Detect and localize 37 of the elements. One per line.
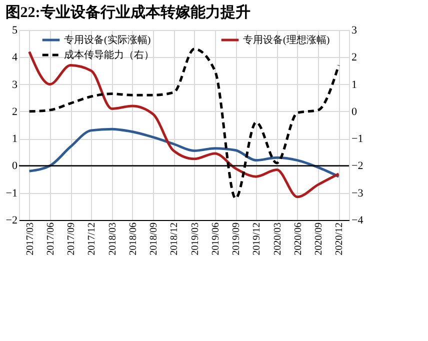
legend-label: 专用设备(理想涨幅): [243, 34, 330, 46]
y2-tick-label: −3: [352, 187, 364, 200]
y2-tick-label: 2: [352, 52, 357, 64]
x-tick-label: 2019/09: [231, 222, 242, 256]
y-tick-label: 2: [12, 106, 18, 118]
x-tick-label: 2019/12: [252, 222, 263, 256]
x-tick-label: 2020/12: [334, 222, 346, 256]
y-tick-label: 4: [12, 52, 18, 64]
chart-title: 图22:专业设备行业成本转嫁能力提升: [5, 4, 250, 21]
y2-tick-label: −4: [352, 214, 364, 226]
x-tick-label: 2018/06: [128, 222, 139, 256]
y2-tick-label: −2: [352, 160, 364, 172]
y2-tick-label: −1: [352, 133, 364, 146]
x-tick-label: 2017/03: [24, 222, 36, 256]
y-tick-label: 5: [12, 24, 18, 36]
x-tick-label: 2019/06: [210, 222, 222, 256]
x-tick-label: 2020/06: [292, 222, 304, 256]
y2-tick-label: 3: [352, 24, 358, 36]
x-tick-label: 2020/09: [314, 222, 325, 256]
y2-tick-label: 0: [352, 106, 358, 118]
x-tick-label: 2018/03: [107, 222, 118, 256]
x-tick-label: 2018/12: [169, 222, 180, 256]
y-tick-label: 0: [12, 160, 18, 172]
legend-label: 专用设备(实际涨幅): [64, 34, 151, 46]
y-tick-label: 1: [12, 133, 18, 146]
x-tick-label: 2017/06: [45, 222, 56, 256]
y-tick-label: −1: [6, 187, 18, 200]
y-tick-label: −2: [6, 214, 18, 226]
x-tick-label: 2017/09: [66, 222, 78, 256]
y-tick-label: 3: [12, 78, 18, 91]
x-tick-label: 2017/12: [86, 222, 98, 256]
line-series: [28, 128, 340, 178]
x-tick-label: 2019/03: [190, 222, 201, 256]
y2-tick-label: 1: [352, 78, 357, 91]
legend-label: 成本传导能力（右）: [64, 49, 154, 61]
x-tick-label: 2018/09: [148, 222, 160, 256]
x-tick-label: 2020/03: [272, 222, 284, 256]
